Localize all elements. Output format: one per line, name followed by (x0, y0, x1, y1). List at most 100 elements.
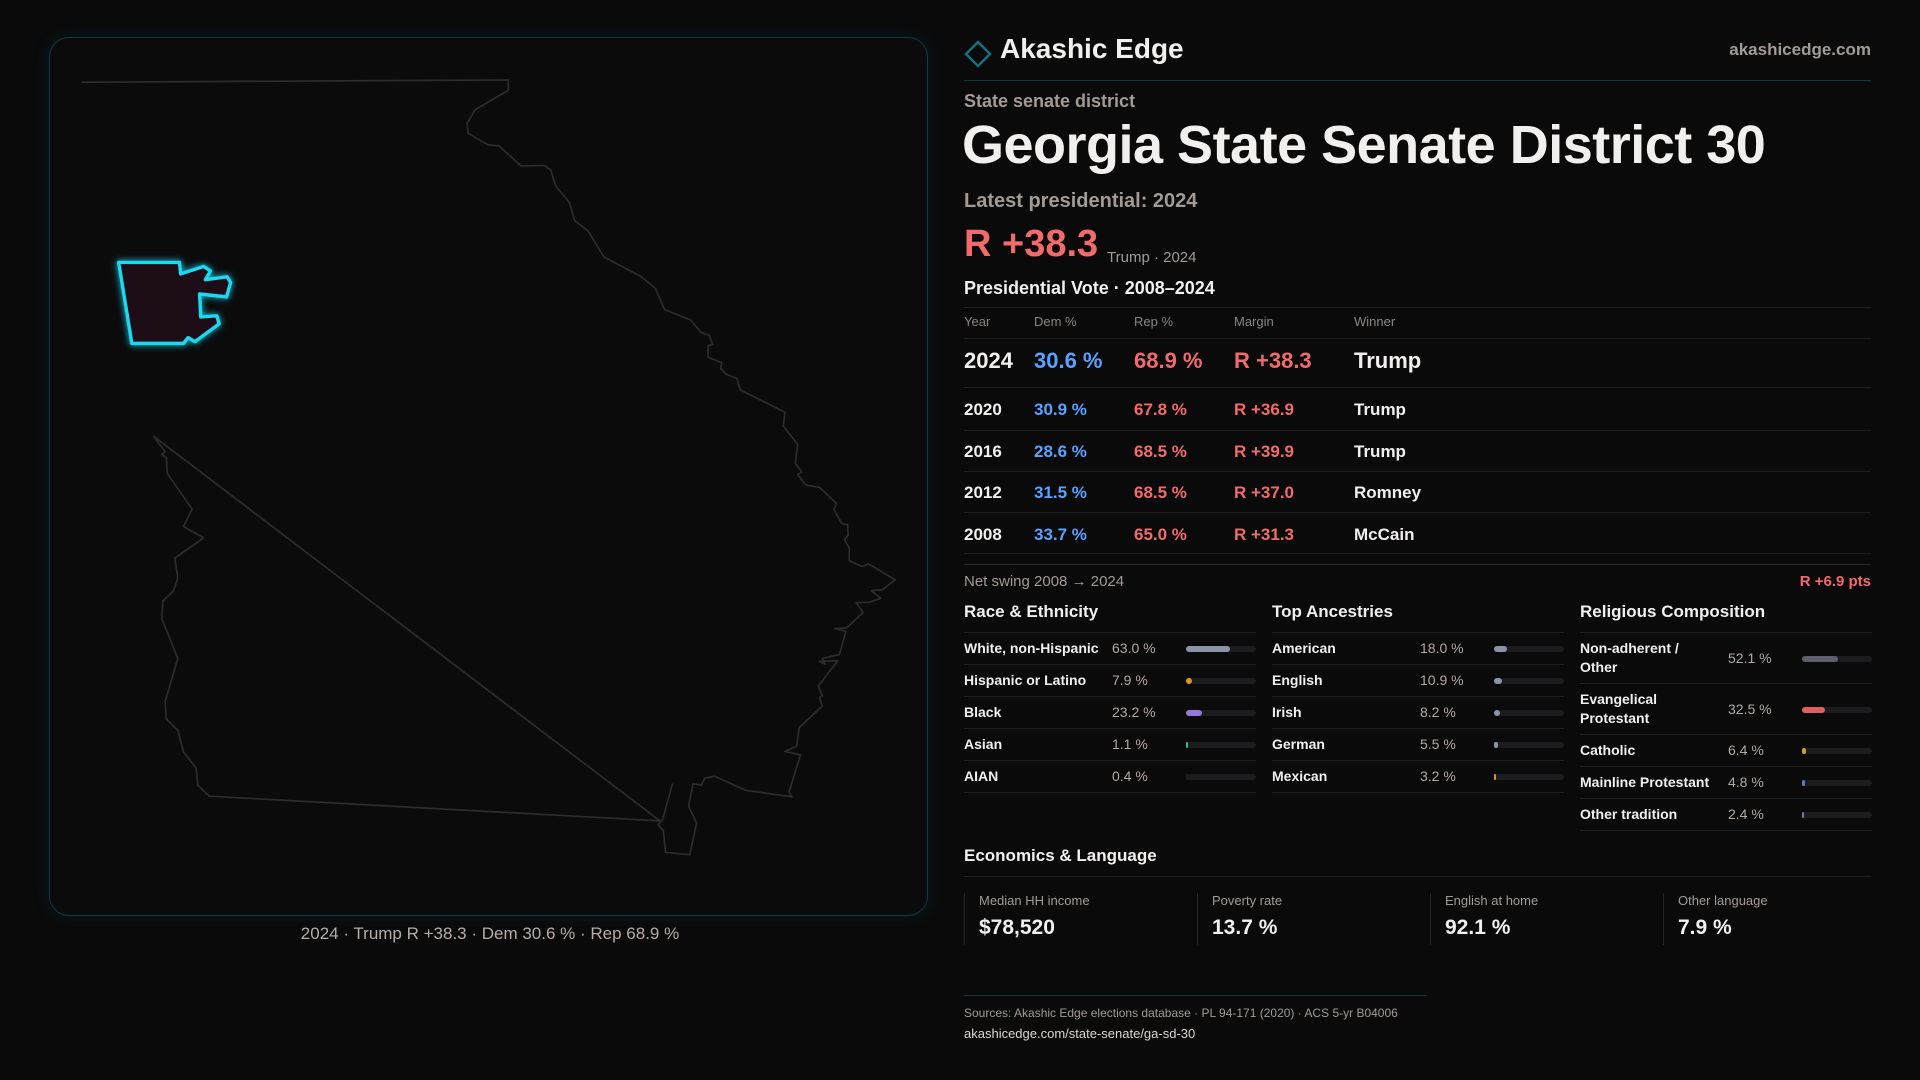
cell-year: 2008 (964, 525, 1002, 544)
cell-margin: R +39.9 (1234, 442, 1295, 461)
row-percent: 8.2 % (1420, 704, 1456, 720)
cell-rep: 68.9 % (1134, 348, 1203, 373)
latest-margin-note: Trump · 2024 (1107, 249, 1197, 266)
brand-name: Akashic Edge (1000, 33, 1184, 64)
row-percent: 5.5 % (1420, 736, 1456, 752)
cell-year: 2020 (964, 400, 1002, 419)
district-30-shape[interactable] (116, 260, 233, 346)
row-label: Hispanic or Latino (964, 672, 1087, 688)
row-label: German (1272, 736, 1325, 752)
row-percent: 10.9 % (1420, 672, 1464, 688)
demographic-row: Black 23.2 % (964, 697, 1256, 729)
stat-label: Poverty rate (1212, 893, 1283, 908)
row-divider (964, 471, 1871, 472)
percent-bar (1802, 780, 1872, 786)
percent-bar (1494, 774, 1564, 780)
stat-card: Other language 7.9 % (1663, 893, 1896, 945)
demographic-row: AIAN 0.4 % (964, 761, 1256, 793)
row-percent: 63.0 % (1112, 640, 1156, 656)
row-label: Evangelical Protestant (1580, 691, 1658, 726)
demographic-row: Other tradition 2.4 % (1580, 799, 1872, 831)
demographic-row: English 10.9 % (1272, 665, 1564, 697)
demographic-row: Irish 8.2 % (1272, 697, 1564, 729)
row-divider (964, 512, 1871, 513)
cell-winner: Trump (1354, 400, 1406, 419)
brand-url[interactable]: akashicedge.com (1729, 40, 1871, 59)
stat-value: 7.9 % (1678, 916, 1732, 939)
demographic-row: Evangelical Protestant 32.5 % (1580, 684, 1872, 735)
stat-card: Poverty rate 13.7 % (1197, 893, 1430, 945)
map-caption: 2024 · Trump R +38.3 · Dem 30.6 % · Rep … (300, 924, 680, 943)
percent-bar (1186, 678, 1256, 684)
cell-rep: 68.5 % (1134, 483, 1187, 502)
demographic-row: Catholic 6.4 % (1580, 735, 1872, 767)
latest-margin: R +38.3 (964, 223, 1099, 265)
cell-year: 2012 (964, 483, 1002, 502)
col-year: Year (964, 314, 991, 329)
row-label: Mainline Protestant (1580, 774, 1710, 790)
demographic-row: American 18.0 % (1272, 633, 1564, 665)
percent-bar (1802, 812, 1872, 818)
demographic-row: Hispanic or Latino 7.9 % (964, 665, 1256, 697)
demographic-row: Mexican 3.2 % (1272, 761, 1564, 793)
row-percent: 7.9 % (1112, 672, 1148, 688)
percent-bar (1186, 742, 1256, 748)
row-label: Catholic (1580, 742, 1636, 758)
cell-margin: R +37.0 (1234, 483, 1295, 502)
row-divider (964, 430, 1871, 431)
row-percent: 23.2 % (1112, 704, 1156, 720)
col-margin: Margin (1234, 314, 1274, 329)
percent-bar (1186, 646, 1256, 652)
stat-label: Median HH income (979, 893, 1090, 908)
percent-bar-fill (1186, 678, 1192, 684)
percent-bar (1186, 774, 1256, 780)
cell-winner: Trump (1354, 348, 1422, 373)
percent-bar-fill (1802, 706, 1825, 713)
percent-bar-fill (1494, 646, 1507, 652)
percent-bar-fill (1802, 748, 1807, 754)
demographic-row: German 5.5 % (1272, 729, 1564, 761)
row-divider (964, 387, 1871, 388)
row-label: English (1272, 672, 1323, 688)
row-label: Mexican (1272, 768, 1328, 784)
row-label: American (1272, 640, 1336, 656)
votes-title: Presidential Vote · 2008–2024 (964, 278, 1215, 298)
row-divider (964, 553, 1871, 554)
percent-bar-fill (1494, 774, 1497, 780)
percent-bar (1494, 742, 1564, 748)
stat-value: 13.7 % (1212, 916, 1278, 939)
demographic-row: Non-adherent / Other 52.1 % (1580, 633, 1872, 684)
section-title: Top Ancestries (1272, 602, 1393, 621)
row-percent: 1.1 % (1112, 736, 1148, 752)
stat-label: Other language (1678, 893, 1768, 908)
percent-bar-fill (1494, 710, 1500, 716)
row-percent: 18.0 % (1420, 640, 1464, 656)
cell-winner: Trump (1354, 442, 1406, 461)
section-divider (964, 632, 1256, 633)
cell-winner: McCain (1354, 525, 1415, 544)
net-swing-label: Net swing 2008 → 2024 (964, 573, 1125, 590)
percent-bar-fill (1494, 678, 1502, 684)
cell-dem: 30.9 % (1034, 400, 1087, 419)
cell-rep: 65.0 % (1134, 525, 1187, 544)
percent-bar-fill (1802, 780, 1806, 786)
percent-bar (1494, 646, 1564, 652)
demographic-row: White, non-Hispanic 63.0 % (964, 633, 1256, 665)
row-percent: 52.1 % (1728, 649, 1772, 666)
percent-bar (1802, 706, 1872, 713)
percent-bar-fill (1186, 646, 1231, 652)
percent-bar-fill (1186, 774, 1188, 780)
stat-card: English at home 92.1 % (1430, 893, 1663, 945)
cell-rep: 68.5 % (1134, 442, 1187, 461)
row-label: Asian (964, 736, 1003, 752)
row-label: AIAN (964, 768, 999, 784)
row-percent: 32.5 % (1728, 700, 1772, 717)
district-map[interactable] (40, 30, 940, 950)
footer-link[interactable]: akashicedge.com/state-senate/ga-sd-30 (964, 1026, 1196, 1041)
stat-value: $78,520 (979, 916, 1055, 939)
cell-dem: 31.5 % (1034, 483, 1087, 502)
row-label: Black (964, 704, 1002, 720)
section-title: Religious Composition (1580, 602, 1766, 621)
stat-value: 92.1 % (1445, 916, 1511, 939)
demographic-row: Asian 1.1 % (964, 729, 1256, 761)
